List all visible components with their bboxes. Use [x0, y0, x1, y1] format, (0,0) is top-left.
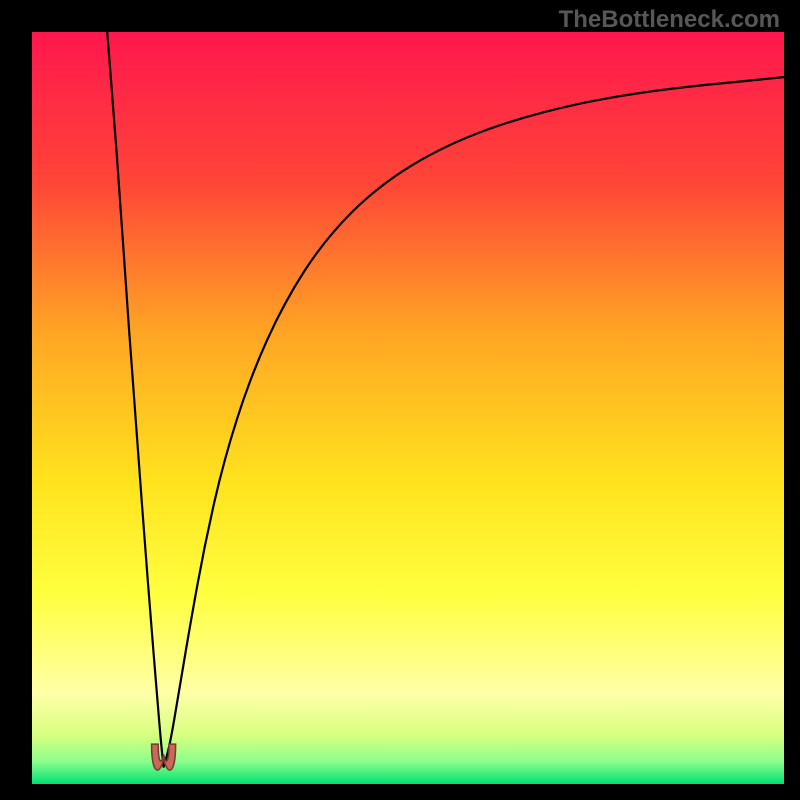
plot-area: [32, 32, 784, 784]
chart-frame: TheBottleneck.com: [0, 0, 800, 800]
watermark-text: TheBottleneck.com: [559, 6, 780, 34]
